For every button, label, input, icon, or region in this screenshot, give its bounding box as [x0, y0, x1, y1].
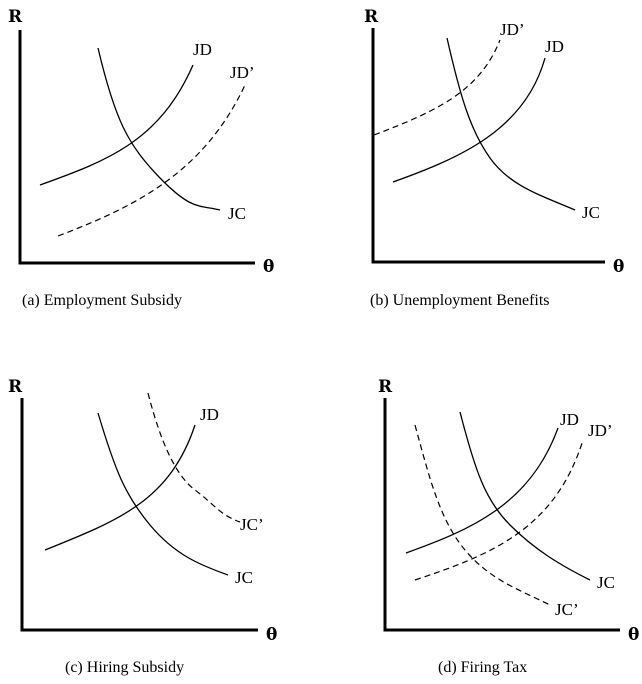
- panel-a-jd-prime-curve: [57, 84, 246, 237]
- panel-c-jc-prime-curve: [147, 392, 241, 523]
- panel-c: R θ JD JC’ JC (c) Hiring Subsidy: [8, 377, 277, 676]
- panel-d-jc-prime-curve: [414, 424, 551, 606]
- panel-a-y-axis-label: R: [8, 7, 23, 27]
- panel-c-label-jc-prime: JC’: [240, 515, 264, 534]
- panel-a-axes: [18, 30, 255, 265]
- panel-c-label-jd: JD: [200, 405, 219, 424]
- panel-a-jd-curve: [39, 64, 194, 186]
- panel-b-axes: [371, 28, 605, 264]
- panel-b-jd-prime-curve: [373, 39, 501, 136]
- panel-d-caption: (d) Firing Tax: [438, 659, 527, 676]
- panel-a-jc-curve: [97, 47, 221, 211]
- panel-d-label-jd: JD: [560, 410, 579, 429]
- panel-b-label-jd-prime: JD’: [500, 20, 525, 39]
- panel-d-label-jc-prime: JC’: [555, 600, 579, 619]
- panel-c-y-axis-label: R: [8, 377, 23, 397]
- panel-b-jd-curve: [392, 57, 546, 183]
- panel-b-y-axis-label: R: [364, 7, 379, 27]
- panel-a-label-jd: JD: [193, 40, 212, 59]
- panel-d: R θ JD JD’ JC JC’ (d) Firing Tax: [378, 377, 639, 676]
- panel-b-x-axis-label: θ: [613, 257, 624, 277]
- panel-d-label-jd-prime: JD’: [588, 421, 613, 440]
- panel-b-label-jc: JC: [582, 203, 600, 222]
- panel-c-x-axis-label: θ: [266, 625, 277, 645]
- panel-c-jc-curve: [97, 412, 229, 576]
- panel-b-caption: (b) Unemployment Benefits: [370, 292, 550, 309]
- panel-a-caption: (a) Employment Subsidy: [22, 292, 182, 309]
- panel-d-axes: [383, 398, 620, 632]
- panel-a-label-jd-prime: JD’: [230, 63, 255, 82]
- panel-c-jd-curve: [44, 424, 196, 551]
- panel-a: R θ JD JD’ JC (a) Employment Subsidy: [8, 7, 274, 309]
- panel-c-label-jc: JC: [235, 568, 253, 587]
- panel-c-caption: (c) Hiring Subsidy: [65, 659, 184, 676]
- panel-b: R θ JD’ JD JC (b) Unemployment Benefits: [364, 7, 624, 309]
- panel-b-label-jd: JD: [545, 37, 564, 56]
- panel-c-axes: [20, 398, 258, 632]
- panel-d-jd-prime-curve: [414, 439, 584, 581]
- panel-d-jc-curve: [459, 411, 591, 581]
- panel-d-x-axis-label: θ: [628, 625, 639, 645]
- panel-d-label-jc: JC: [597, 573, 615, 592]
- panel-d-y-axis-label: R: [378, 377, 393, 397]
- panel-a-x-axis-label: θ: [263, 257, 274, 277]
- panel-a-label-jc: JC: [228, 204, 246, 223]
- panel-d-jd-curve: [405, 427, 559, 554]
- panel-b-jc-curve: [446, 37, 576, 211]
